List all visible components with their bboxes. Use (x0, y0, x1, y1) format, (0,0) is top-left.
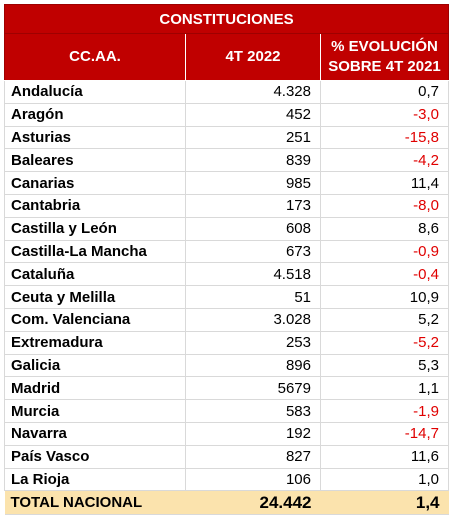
constituciones-value: 4.328 (185, 80, 321, 104)
region-name: Asturias (4, 126, 186, 150)
region-name: Galicia (4, 354, 186, 378)
constituciones-value: 673 (185, 240, 321, 264)
table-row: Navarra 192 -14,7 (4, 422, 449, 446)
evolution-percent: 11,4 (320, 171, 449, 195)
table-title: CONSTITUCIONES (4, 4, 449, 34)
evolution-percent: 10,9 (320, 285, 449, 309)
table-row: Com. Valenciana 3.028 5,2 (4, 308, 449, 332)
region-name: Com. Valenciana (4, 308, 186, 332)
constituciones-table: CONSTITUCIONES CC.AA. 4T 2022 % EVOLUCIÓ… (4, 4, 449, 516)
evolution-percent: 5,2 (320, 308, 449, 332)
constituciones-value: 827 (185, 445, 321, 469)
evolution-percent: -0,4 (320, 262, 449, 287)
table-row: Andalucía 4.328 0,7 (4, 80, 449, 104)
region-name: Murcia (4, 399, 186, 423)
evolution-percent: -5,2 (320, 331, 449, 355)
evolution-percent: -8,0 (320, 194, 449, 218)
region-name: Cantabria (4, 194, 186, 218)
table-title-row: CONSTITUCIONES (4, 4, 449, 34)
region-name: La Rioja (4, 468, 186, 492)
column-header-ccaa: CC.AA. (4, 33, 186, 81)
region-name: Madrid (4, 376, 186, 401)
constituciones-value: 5679 (185, 376, 321, 401)
region-name: Baleares (4, 148, 186, 173)
column-header-4t-2022: 4T 2022 (185, 33, 321, 81)
evolution-percent: 11,6 (320, 445, 449, 469)
constituciones-value: 106 (185, 468, 321, 492)
table-row: Castilla y León 608 8,6 (4, 217, 449, 241)
evolution-percent: 5,3 (320, 354, 449, 378)
constituciones-value: 452 (185, 103, 321, 127)
table-row: Ceuta y Melilla 51 10,9 (4, 285, 449, 309)
table-row: Asturias 251 -15,8 (4, 126, 449, 150)
table-row: Extremadura 253 -5,2 (4, 331, 449, 355)
constituciones-table-container: CONSTITUCIONES CC.AA. 4T 2022 % EVOLUCIÓ… (4, 4, 449, 516)
column-header-evolution: % EVOLUCIÓN SOBRE 4T 2021 (320, 33, 449, 81)
evolution-percent: -3,0 (320, 103, 449, 127)
table-row: Castilla-La Mancha 673 -0,9 (4, 240, 449, 264)
region-name: Extremadura (4, 331, 186, 355)
constituciones-value: 583 (185, 399, 321, 423)
evolution-percent: 1,0 (320, 468, 449, 492)
table-row: Aragón 452 -3,0 (4, 103, 449, 127)
table-row: Cantabria 173 -8,0 (4, 194, 449, 218)
constituciones-value: 251 (185, 126, 321, 150)
region-name: Canarias (4, 171, 186, 195)
region-name: Cataluña (4, 262, 186, 287)
total-label: TOTAL NACIONAL (4, 490, 186, 516)
table-row: Canarias 985 11,4 (4, 171, 449, 195)
constituciones-value: 896 (185, 354, 321, 378)
column-header-evolution-line2: SOBRE 4T 2021 (328, 58, 441, 75)
table-row: Madrid 5679 1,1 (4, 376, 449, 401)
evolution-percent: -4,2 (320, 148, 449, 173)
total-change: 1,4 (320, 490, 449, 516)
constituciones-value: 839 (185, 148, 321, 173)
table-header-row: CC.AA. 4T 2022 % EVOLUCIÓN SOBRE 4T 2021 (4, 33, 449, 81)
constituciones-value: 985 (185, 171, 321, 195)
region-name: Andalucía (4, 80, 186, 104)
evolution-percent: -14,7 (320, 422, 449, 446)
constituciones-value: 51 (185, 285, 321, 309)
evolution-percent: -1,9 (320, 399, 449, 423)
region-name: País Vasco (4, 445, 186, 469)
constituciones-value: 4.518 (185, 262, 321, 287)
constituciones-value: 253 (185, 331, 321, 355)
evolution-percent: 0,7 (320, 80, 449, 104)
region-name: Castilla y León (4, 217, 186, 241)
evolution-percent: -0,9 (320, 240, 449, 264)
region-name: Ceuta y Melilla (4, 285, 186, 309)
evolution-percent: 8,6 (320, 217, 449, 241)
constituciones-value: 173 (185, 194, 321, 218)
evolution-percent: -15,8 (320, 126, 449, 150)
constituciones-value: 3.028 (185, 308, 321, 332)
region-name: Aragón (4, 103, 186, 127)
table-row: Cataluña 4.518 -0,4 (4, 262, 449, 287)
constituciones-value: 608 (185, 217, 321, 241)
total-value: 24.442 (185, 490, 321, 516)
table-row: Galicia 896 5,3 (4, 354, 449, 378)
total-row: TOTAL NACIONAL 24.442 1,4 (4, 490, 449, 516)
evolution-percent: 1,1 (320, 376, 449, 401)
table-row: Murcia 583 -1,9 (4, 399, 449, 423)
region-name: Navarra (4, 422, 186, 446)
table-row: País Vasco 827 11,6 (4, 445, 449, 469)
table-row: Baleares 839 -4,2 (4, 148, 449, 173)
table-body: Andalucía 4.328 0,7 Aragón 452 -3,0 Asturias 25… (4, 80, 449, 492)
region-name: Castilla-La Mancha (4, 240, 186, 264)
table-row: La Rioja 106 1,0 (4, 468, 449, 492)
constituciones-value: 192 (185, 422, 321, 446)
column-header-evolution-line1: % EVOLUCIÓN (331, 38, 438, 55)
